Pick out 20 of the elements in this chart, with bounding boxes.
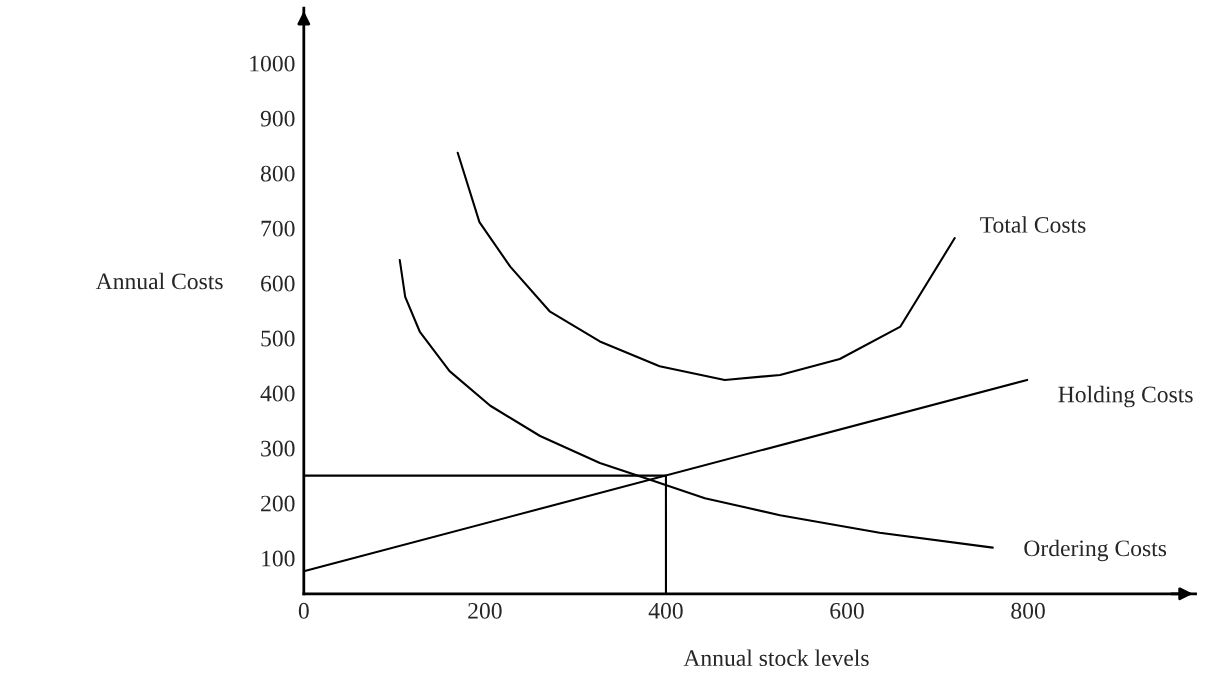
y-tick-label: 200 [261,495,295,512]
y-tick-label: 400 [260,385,295,402]
y-tick-label: 100 [262,550,295,567]
x-tick-label: 600 [830,602,864,619]
x-tick-label: 400 [648,602,683,619]
x-tick-label: 0 [298,602,309,619]
y-tick-label: 800 [260,165,295,182]
y-axis-title: Annual Costs [95,272,223,290]
y-tick-label: 600 [261,275,295,292]
y-tick-label: 700 [261,220,295,237]
y-tick-label: 500 [261,330,295,347]
y-tick-label: 900 [260,110,295,127]
series-label: Ordering Costs [1024,539,1167,562]
y-tick-label: 1000 [250,55,295,72]
x-axis-title: Annual stock levels [683,649,869,667]
x-tick-label: 200 [468,602,502,619]
x-tick-label: 800 [1011,602,1045,619]
series-label: Holding Costs [1058,385,1193,408]
series-label: Total Costs [980,216,1086,233]
y-tick-label: 300 [261,440,295,457]
